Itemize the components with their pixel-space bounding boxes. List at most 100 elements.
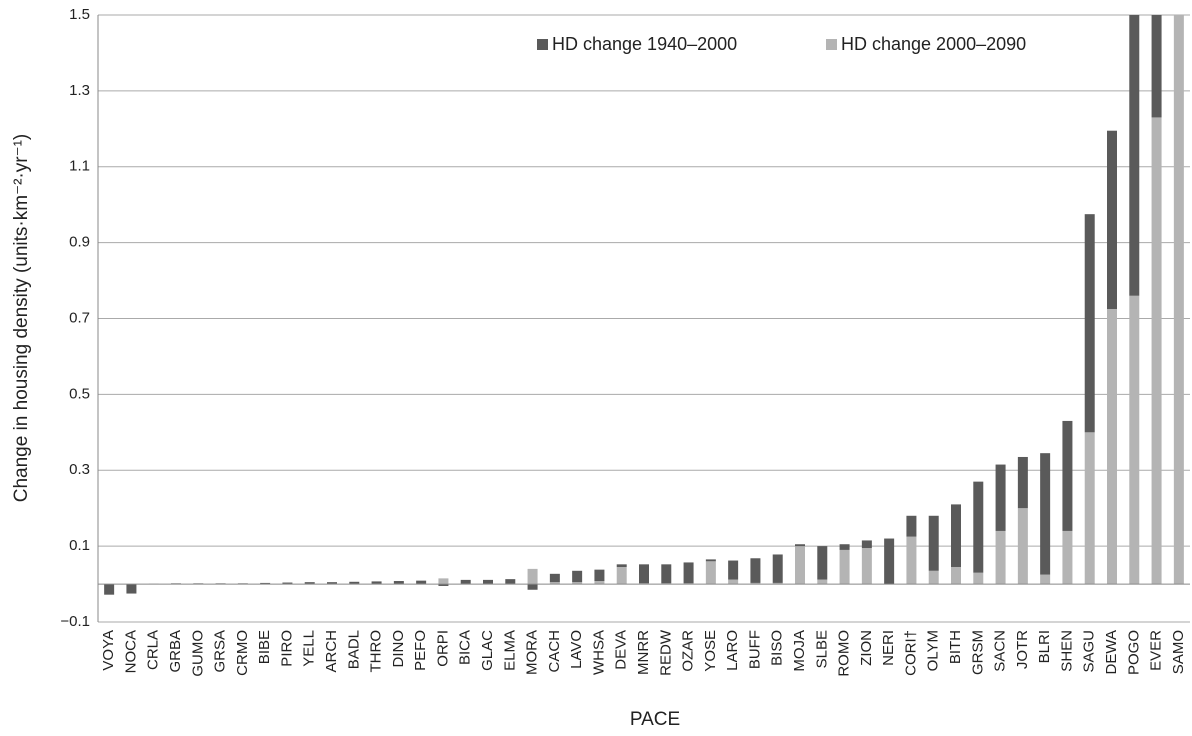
x-tick-label: PEFO bbox=[412, 630, 429, 671]
x-tick-label: DEWA bbox=[1103, 630, 1120, 674]
x-tick-label: BICA bbox=[457, 630, 474, 665]
bar-segment bbox=[616, 564, 627, 567]
bar-segment bbox=[683, 562, 694, 584]
bar-segment bbox=[995, 464, 1006, 531]
y-tick-label: 1.1 bbox=[69, 158, 90, 175]
bar-segment bbox=[594, 581, 605, 585]
bar-segment bbox=[817, 546, 828, 580]
x-tick-label: THRO bbox=[368, 630, 385, 673]
bar-segment bbox=[104, 584, 115, 595]
bar-segment bbox=[839, 549, 850, 585]
x-tick-label: SHEN bbox=[1058, 630, 1075, 672]
x-tick-label: NERI bbox=[880, 630, 897, 666]
y-tick-label: −0.1 bbox=[60, 613, 90, 630]
bar-segment bbox=[1062, 530, 1073, 585]
bar-segment bbox=[861, 548, 872, 585]
bar-segment bbox=[1040, 574, 1051, 585]
x-tick-label: DINO bbox=[390, 630, 407, 668]
bar-segment bbox=[393, 581, 404, 584]
bar-segment bbox=[750, 582, 761, 585]
x-tick-label: VOYA bbox=[100, 630, 117, 671]
bar-segment bbox=[260, 582, 271, 584]
bar-segment bbox=[1084, 432, 1095, 585]
bar-segment bbox=[973, 572, 984, 585]
x-tick-label: WHSA bbox=[590, 630, 607, 675]
bar-segment bbox=[1062, 420, 1073, 531]
bar-segment bbox=[282, 582, 293, 584]
bar-segment bbox=[126, 584, 137, 594]
x-tick-label: GRBA bbox=[167, 630, 184, 673]
x-tick-label: GRSA bbox=[212, 630, 229, 673]
y-tick-label: 0.1 bbox=[69, 537, 90, 554]
bar-segment bbox=[750, 558, 761, 583]
bar-segment bbox=[460, 579, 471, 584]
x-axis-title: PACE bbox=[630, 709, 680, 730]
x-tick-label: JOTR bbox=[1014, 630, 1031, 669]
bar-segment bbox=[817, 579, 828, 585]
y-tick-label: 1.3 bbox=[69, 82, 90, 99]
bar-segment bbox=[438, 584, 449, 586]
bar-segment bbox=[549, 582, 560, 585]
x-tick-label: MORA bbox=[524, 630, 541, 675]
bar-segment bbox=[1107, 309, 1117, 585]
bar-segment bbox=[1017, 456, 1028, 509]
x-tick-label: DEVA bbox=[613, 630, 630, 670]
x-tick-label: ARCH bbox=[323, 630, 340, 673]
bar-segment bbox=[549, 573, 560, 583]
x-tick-label: BISO bbox=[769, 630, 786, 666]
x-tick-label: ELMA bbox=[501, 630, 518, 671]
bar-segment bbox=[438, 578, 449, 585]
bar-segment bbox=[639, 564, 649, 584]
x-tick-label: MNRR bbox=[635, 630, 652, 675]
bar-segment bbox=[1173, 15, 1184, 585]
x-tick-label: CRMO bbox=[234, 630, 251, 676]
x-tick-label: BITH bbox=[947, 630, 964, 664]
x-tick-label: YOSE bbox=[702, 630, 719, 672]
bar-segment bbox=[1017, 508, 1028, 585]
x-tick-label: OZAR bbox=[680, 630, 697, 672]
y-tick-label: 0.3 bbox=[69, 461, 90, 478]
x-tick-label: CACH bbox=[546, 630, 563, 673]
bar-segment bbox=[973, 481, 984, 573]
bar-segment bbox=[705, 561, 716, 585]
bar-segment bbox=[728, 560, 739, 580]
x-tick-label: GUMO bbox=[189, 630, 206, 677]
x-tick-label: ZION bbox=[858, 630, 875, 666]
bar-segment bbox=[772, 582, 783, 585]
bar-segment bbox=[1151, 117, 1162, 585]
x-tick-label: SAGU bbox=[1081, 630, 1098, 673]
legend-label: HD change 1940–2000 bbox=[552, 34, 737, 54]
y-tick-label: 1.5 bbox=[69, 6, 90, 23]
x-tick-label: SACN bbox=[992, 630, 1009, 672]
legend-swatch bbox=[826, 39, 837, 50]
x-tick-label: REDW bbox=[657, 629, 674, 676]
x-tick-label: POGO bbox=[1125, 630, 1142, 675]
legend-label: HD change 2000–2090 bbox=[841, 34, 1026, 54]
bar-segment bbox=[928, 570, 939, 585]
x-tick-label: BIBE bbox=[256, 630, 273, 664]
x-tick-label: SLBE bbox=[813, 630, 830, 668]
bar-segment bbox=[349, 581, 360, 584]
bar-segment bbox=[594, 569, 605, 582]
x-tick-label: EVER bbox=[1148, 630, 1165, 671]
x-tick-label: ROMO bbox=[836, 630, 853, 677]
bar-segment bbox=[928, 515, 939, 571]
y-tick-label: 0.9 bbox=[69, 234, 90, 251]
x-tick-label: ORPI bbox=[434, 630, 451, 667]
x-tick-label: LARO bbox=[724, 630, 741, 671]
bar-segment bbox=[572, 582, 583, 585]
y-axis-title: Change in housing density (units·km⁻²·yr… bbox=[11, 134, 32, 503]
bar-segment bbox=[527, 584, 538, 590]
bar-segment bbox=[505, 579, 516, 584]
bar-segment bbox=[1151, 15, 1162, 118]
bar-segment bbox=[572, 570, 583, 583]
x-tick-label: LAVO bbox=[568, 630, 585, 669]
bar-segment bbox=[906, 515, 917, 537]
bar-segment bbox=[1084, 214, 1095, 433]
bar-segment bbox=[906, 536, 917, 585]
y-tick-label: 0.5 bbox=[69, 385, 90, 402]
bar-segment bbox=[795, 546, 805, 585]
bar-segment bbox=[1107, 130, 1117, 310]
bar-segment bbox=[371, 581, 382, 584]
